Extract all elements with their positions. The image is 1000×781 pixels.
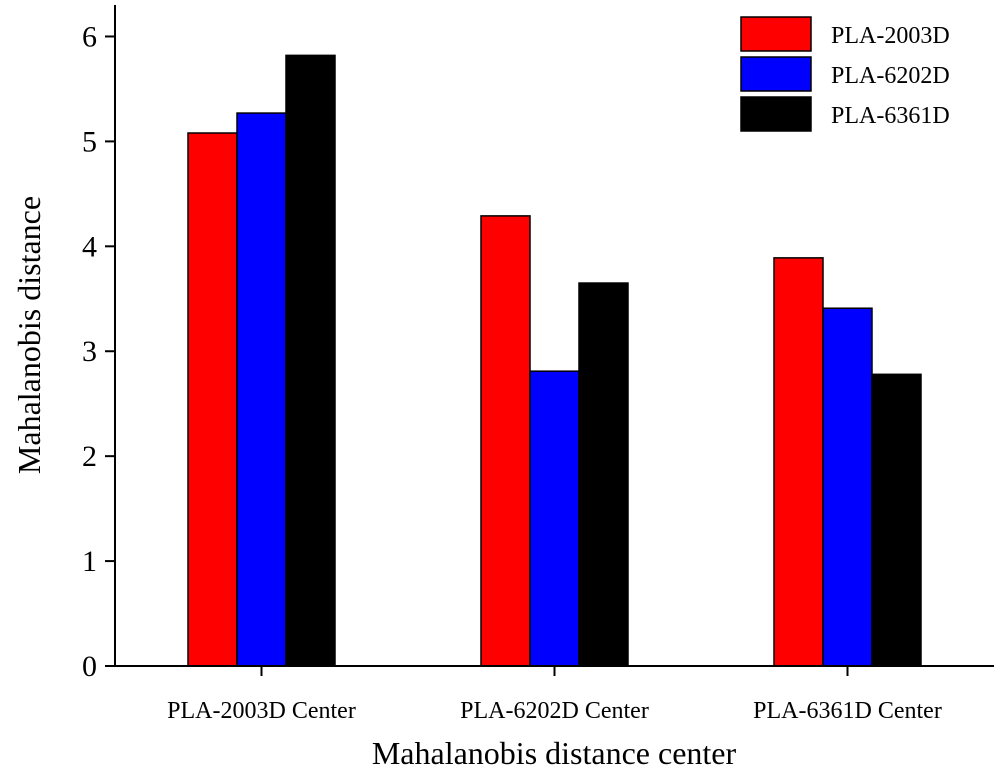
bar-pla-2003d-1 <box>187 132 238 667</box>
legend: PLA-2003D PLA-6202D PLA-6361D <box>740 16 950 132</box>
y-tick-label: 5 <box>82 125 97 158</box>
bar-pla-2003d-2 <box>480 215 531 667</box>
bar-pla-2003d-3 <box>773 257 824 667</box>
bar-pla-6202d-1 <box>236 112 287 667</box>
y-ticks-group: 0 1 2 3 4 5 6 <box>82 20 115 683</box>
x-tick-label: PLA-6361D Center <box>753 698 942 724</box>
legend-label-pla-6202d: PLA-6202D <box>831 63 950 89</box>
x-tick-label: PLA-2003D Center <box>167 698 356 724</box>
legend-swatch-pla-6202d <box>740 56 812 92</box>
y-tick-label: 0 <box>82 650 97 683</box>
y-tick-label: 6 <box>82 20 97 53</box>
y-tick-label: 2 <box>82 440 97 473</box>
legend-swatch-pla-6361d <box>740 96 812 132</box>
legend-label-pla-6361d: PLA-6361D <box>831 103 950 129</box>
x-axis-title: Mahalanobis distance center <box>372 735 737 771</box>
y-tick-label: 1 <box>82 545 97 578</box>
y-axis-title: Mahalanobis distance <box>11 196 47 474</box>
bar-pla-6361d-3 <box>871 373 922 667</box>
legend-swatch-pla-2003d <box>740 16 812 52</box>
x-ticks-group: PLA-2003D Center PLA-6202D Center PLA-6361… <box>167 666 942 724</box>
bar-pla-6361d-1 <box>285 54 336 667</box>
y-tick-label: 3 <box>82 335 97 368</box>
x-tick-label: PLA-6202D Center <box>460 698 649 724</box>
bar-pla-6361d-2 <box>578 282 629 667</box>
bar-pla-6202d-3 <box>822 307 873 667</box>
y-tick-label: 4 <box>82 230 97 263</box>
bars-group <box>187 54 922 667</box>
legend-label-pla-2003d: PLA-2003D <box>831 23 950 49</box>
bar-pla-6202d-2 <box>529 370 580 667</box>
